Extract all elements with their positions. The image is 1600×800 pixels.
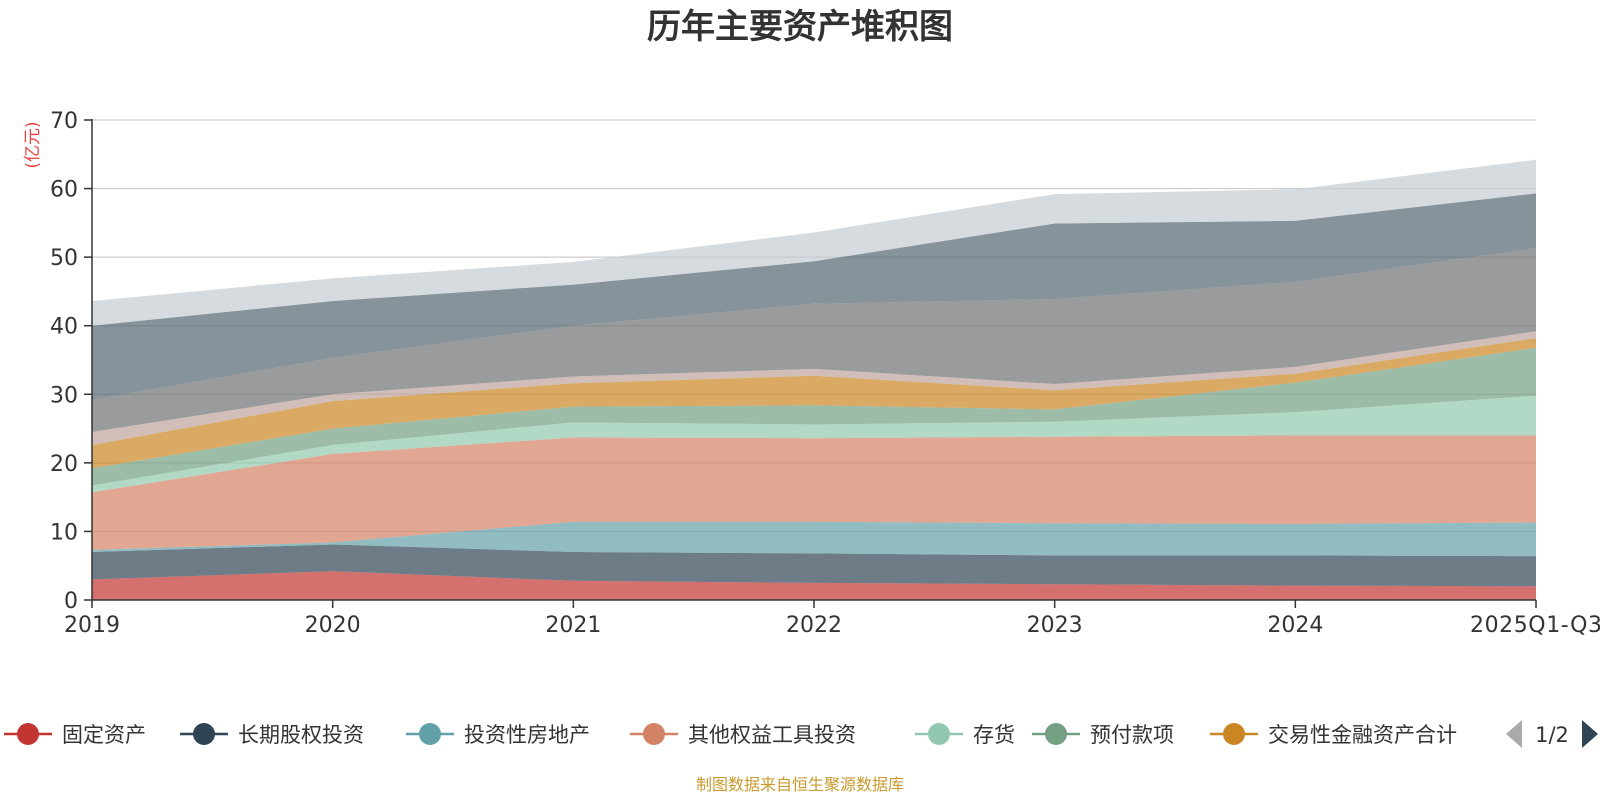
x-tick-label: 2020	[305, 613, 361, 638]
legend-item[interactable]: 长期股权投资	[180, 723, 364, 747]
legend-page-indicator: 1/2	[1535, 723, 1569, 747]
area-3	[92, 435, 1536, 550]
area-1	[92, 544, 1536, 587]
legend-prev-icon[interactable]	[1506, 720, 1522, 748]
area-4	[92, 395, 1536, 493]
legend-marker	[419, 723, 441, 745]
y-tick-label: 70	[50, 109, 78, 134]
x-tick-label: 2022	[786, 613, 842, 638]
legend-item[interactable]: 固定资产	[4, 723, 146, 747]
area-10	[92, 159, 1536, 326]
x-tick-label: 2019	[64, 613, 120, 638]
legend-marker	[17, 723, 39, 745]
legend-label: 交易性金融资产合计	[1268, 723, 1457, 747]
data-source-note: 制图数据来自恒生聚源数据库	[696, 775, 904, 794]
x-tick-label: 2024	[1267, 613, 1323, 638]
x-tick-label: 2025Q1-Q3	[1470, 613, 1600, 638]
legend-item[interactable]: 预付款项	[1032, 723, 1174, 747]
legend-label: 投资性房地产	[464, 723, 590, 747]
y-tick-label: 10	[50, 520, 78, 545]
legend-label: 预付款项	[1090, 723, 1174, 747]
y-tick-label: 20	[50, 452, 78, 477]
y-tick-label: 40	[50, 315, 78, 340]
legend-item[interactable]: 其他权益工具投资	[630, 723, 856, 747]
axes: 0 10 20 30 40 50 60 70 2019 2020 2021 2022 2023 2024 2…	[50, 109, 1600, 638]
legend-label: 固定资产	[62, 723, 146, 747]
legend-next-icon[interactable]	[1582, 720, 1598, 748]
legend-label: 其他权益工具投资	[688, 723, 856, 747]
legend-marker	[1223, 723, 1245, 745]
area-0	[92, 571, 1536, 600]
legend-marker	[193, 723, 215, 745]
y-tick-label: 0	[64, 589, 78, 614]
legend-label: 长期股权投资	[238, 723, 364, 747]
y-tick-label: 50	[50, 246, 78, 271]
area-2	[92, 521, 1536, 557]
legend-item[interactable]: 投资性房地产	[406, 723, 590, 747]
legend-item[interactable]: 交易性金融资产合计	[1210, 723, 1457, 747]
legend: 固定资产 长期股权投资 投资性房地产 其他权益工具投资 存货 预付款项 交易性金融资产合计 1…	[4, 720, 1598, 748]
chart-title: 历年主要资产堆积图	[647, 7, 953, 47]
x-tick-label: 2021	[545, 613, 601, 638]
legend-item[interactable]: 存货	[915, 723, 1015, 747]
legend-label: 存货	[973, 723, 1015, 747]
area-6	[92, 338, 1536, 469]
y-axis-unit: (亿元)	[23, 121, 43, 168]
area-8	[92, 248, 1536, 432]
area-9	[92, 193, 1536, 400]
legend-marker	[1045, 723, 1067, 745]
x-tick-label: 2023	[1027, 613, 1083, 638]
y-tick-label: 60	[50, 178, 78, 203]
area-series	[92, 159, 1536, 600]
y-tick-label: 30	[50, 383, 78, 408]
legend-marker	[928, 723, 950, 745]
legend-marker	[643, 723, 665, 745]
area-5	[92, 347, 1536, 486]
